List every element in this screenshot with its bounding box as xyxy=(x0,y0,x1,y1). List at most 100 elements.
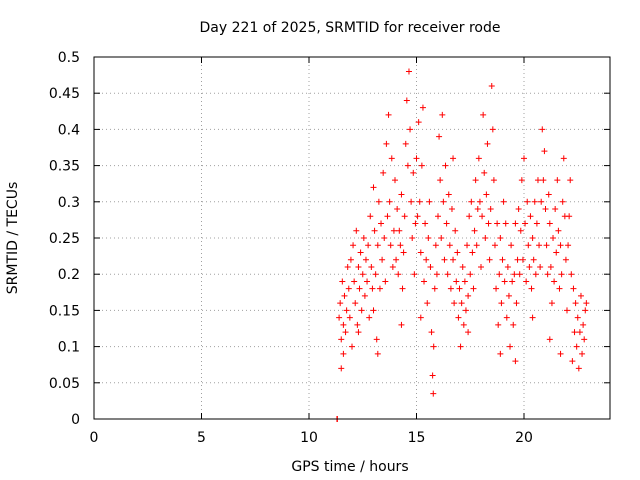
data-points xyxy=(333,68,590,422)
data-point xyxy=(515,206,522,213)
data-point xyxy=(562,256,569,263)
data-point xyxy=(408,198,415,205)
data-point xyxy=(456,285,463,292)
data-point xyxy=(541,148,548,155)
data-point xyxy=(502,220,509,227)
data-point xyxy=(465,292,472,299)
data-point xyxy=(337,300,344,307)
data-point xyxy=(338,336,345,343)
data-point xyxy=(572,300,579,307)
data-point xyxy=(510,321,517,328)
data-point xyxy=(517,227,524,234)
data-point xyxy=(479,213,486,220)
data-point xyxy=(475,155,482,162)
data-point xyxy=(557,242,564,249)
data-point xyxy=(375,198,382,205)
y-axis-label: SRMTID / TECUs xyxy=(5,182,21,295)
data-point xyxy=(493,285,500,292)
data-point xyxy=(392,177,398,184)
data-point xyxy=(518,177,525,184)
data-point xyxy=(531,198,538,205)
data-point xyxy=(419,104,426,111)
data-point xyxy=(514,256,521,263)
data-point xyxy=(505,292,512,299)
data-point xyxy=(485,220,492,227)
data-point xyxy=(439,111,446,118)
data-point xyxy=(555,227,562,234)
data-point xyxy=(583,300,590,307)
y-tick-label: 0.25 xyxy=(49,231,80,247)
data-point xyxy=(560,155,567,162)
data-point xyxy=(491,242,498,249)
data-point xyxy=(574,314,581,321)
data-point xyxy=(451,300,458,307)
data-point xyxy=(426,198,433,205)
axis-ticks: 0 5 10 15 20 0 0.05 0.1 0.15 0.2 0.25 0.3 0.35 0.4 0.4… xyxy=(49,50,610,446)
data-point xyxy=(340,350,347,357)
data-point xyxy=(448,206,455,213)
data-point xyxy=(551,278,558,285)
y-tick-label: 0.1 xyxy=(58,340,80,356)
data-point xyxy=(440,198,447,205)
x-axis-label: GPS time / hours xyxy=(291,459,408,475)
data-point xyxy=(525,242,532,249)
data-point xyxy=(411,271,418,278)
y-tick-label: 0.5 xyxy=(58,50,80,66)
data-point xyxy=(444,271,451,278)
data-point xyxy=(564,307,570,314)
data-point xyxy=(346,314,353,321)
data-point xyxy=(382,278,389,285)
data-point xyxy=(368,263,375,270)
data-point xyxy=(569,358,576,365)
data-point xyxy=(342,329,349,336)
data-point xyxy=(457,343,464,350)
data-point xyxy=(398,321,405,328)
data-point xyxy=(373,336,380,343)
data-point xyxy=(343,307,350,314)
data-point xyxy=(484,140,491,147)
data-point xyxy=(383,140,390,147)
data-point xyxy=(401,213,408,220)
data-point xyxy=(547,263,554,270)
data-point xyxy=(546,220,553,227)
data-point xyxy=(573,343,580,350)
data-point xyxy=(540,177,547,184)
data-point xyxy=(512,358,519,365)
data-point xyxy=(386,198,393,205)
data-point xyxy=(365,242,372,249)
data-point xyxy=(494,220,501,227)
data-point xyxy=(399,285,406,292)
y-tick-label: 0.35 xyxy=(49,159,80,175)
data-point xyxy=(438,235,445,241)
y-tick-label: 0.05 xyxy=(49,376,80,392)
data-point xyxy=(355,329,362,336)
data-point xyxy=(454,249,461,256)
data-point xyxy=(490,177,497,184)
y-tick-label: 0.3 xyxy=(58,195,80,211)
data-point xyxy=(464,242,471,249)
data-point xyxy=(499,256,506,263)
data-point xyxy=(570,285,577,292)
data-point xyxy=(467,271,474,278)
data-point xyxy=(557,350,564,357)
data-point xyxy=(445,191,452,198)
data-point xyxy=(351,278,358,285)
data-point xyxy=(534,177,541,184)
data-point xyxy=(422,220,429,227)
data-point xyxy=(427,263,434,270)
data-point xyxy=(367,213,374,220)
data-point xyxy=(575,365,582,372)
data-point xyxy=(380,169,387,176)
data-point xyxy=(528,285,535,292)
data-point xyxy=(417,314,424,321)
data-point xyxy=(389,263,396,270)
data-point xyxy=(576,329,583,336)
data-point xyxy=(553,249,560,256)
data-point xyxy=(403,97,410,104)
data-point xyxy=(519,256,526,263)
data-point xyxy=(416,198,423,205)
data-point xyxy=(432,242,439,249)
data-point xyxy=(503,314,510,321)
data-point xyxy=(495,321,502,328)
